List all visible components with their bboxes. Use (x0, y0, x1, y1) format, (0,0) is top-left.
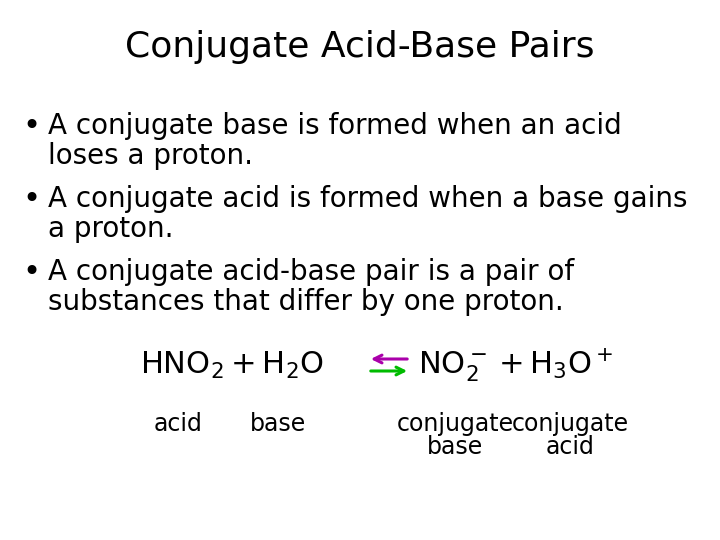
Text: Conjugate Acid-Base Pairs: Conjugate Acid-Base Pairs (125, 30, 595, 64)
Text: A conjugate acid is formed when a base gains: A conjugate acid is formed when a base g… (48, 185, 688, 213)
Text: substances that differ by one proton.: substances that differ by one proton. (48, 288, 564, 316)
Text: base: base (427, 435, 483, 459)
Text: •: • (22, 112, 40, 141)
Text: conjugate: conjugate (511, 412, 629, 436)
Text: conjugate: conjugate (397, 412, 513, 436)
Text: acid: acid (546, 435, 595, 459)
Text: •: • (22, 258, 40, 287)
Text: •: • (22, 185, 40, 214)
Text: A conjugate acid-base pair is a pair of: A conjugate acid-base pair is a pair of (48, 258, 574, 286)
Text: A conjugate base is formed when an acid: A conjugate base is formed when an acid (48, 112, 622, 140)
Text: base: base (250, 412, 306, 436)
Text: $\mathregular{NO_2^- + H_3O^+}$: $\mathregular{NO_2^- + H_3O^+}$ (418, 346, 613, 384)
Text: acid: acid (153, 412, 202, 436)
Text: loses a proton.: loses a proton. (48, 142, 253, 170)
Text: a proton.: a proton. (48, 215, 174, 243)
Text: $\mathregular{HNO_2 + H_2O}$: $\mathregular{HNO_2 + H_2O}$ (140, 349, 324, 381)
